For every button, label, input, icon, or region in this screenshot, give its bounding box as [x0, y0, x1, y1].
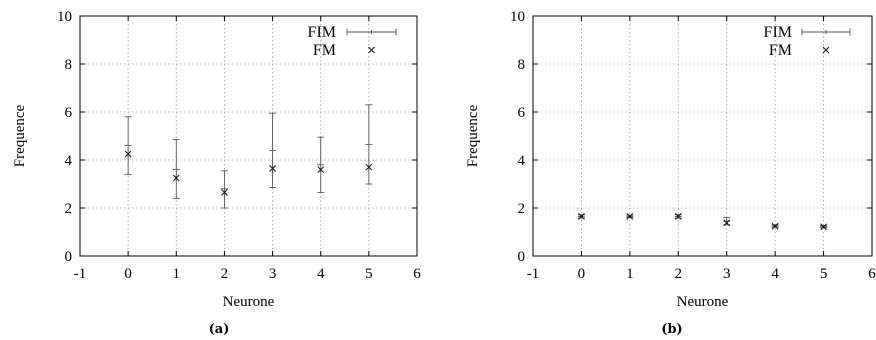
fm-marker-stroke [674, 213, 682, 220]
fm-point [172, 174, 180, 182]
x-tick-label: -1 [527, 266, 540, 282]
x-axis-label: Neurone [677, 294, 729, 310]
y-tick-label: 4 [518, 153, 526, 169]
fm-point [771, 222, 779, 230]
legend-label-fim: FIM [764, 24, 792, 41]
x-tick-label: 0 [124, 266, 132, 282]
y-tick-label: 0 [518, 249, 526, 265]
fm-marker-stroke [822, 46, 830, 54]
plot-frame [532, 15, 873, 257]
fm-marker-stroke [368, 46, 375, 54]
x-tick-label: 3 [723, 266, 731, 282]
fm-point [317, 166, 325, 173]
y-tick-label: 8 [65, 57, 73, 73]
x-tick-label: 5 [365, 266, 373, 282]
fm-point [626, 213, 634, 220]
x-axis-label: Neurone [223, 294, 275, 310]
y-tick-label: 10 [510, 9, 525, 25]
fm-marker-stroke [365, 163, 373, 171]
y-tick-label: 6 [518, 105, 526, 121]
y-tick-label: 2 [65, 201, 73, 217]
fm-marker-stroke [820, 223, 827, 231]
x-tick-label: 3 [269, 266, 277, 282]
x-tick-label: 4 [771, 266, 779, 282]
x-tick-label: 4 [317, 266, 325, 282]
legend-swatch-fm [368, 46, 375, 54]
legend-swatch-fm [822, 46, 830, 54]
fm-marker-stroke [317, 166, 325, 173]
y-axis-label: Frequence [12, 104, 28, 167]
x-tick-label: 6 [868, 266, 876, 282]
x-tick-label: 6 [413, 266, 421, 282]
fm-point [723, 219, 731, 227]
plot-frame [79, 15, 418, 257]
x-tick-label: 2 [675, 266, 683, 282]
fm-point [578, 213, 585, 220]
x-tick-label: 2 [221, 266, 229, 282]
x-tick-label: 0 [578, 266, 586, 282]
y-tick-label: 6 [65, 105, 73, 121]
panel-caption: (b) [661, 322, 682, 337]
fm-marker-stroke [269, 165, 276, 172]
y-tick-label: 10 [57, 9, 72, 25]
fm-marker-stroke [578, 213, 585, 220]
legend-label-fim: FIM [308, 24, 336, 41]
fm-marker-stroke [771, 222, 779, 230]
fm-marker-stroke [172, 174, 180, 182]
y-tick-label: 0 [65, 249, 73, 265]
fm-point [674, 213, 682, 220]
legend-label-fm: FM [769, 42, 792, 59]
x-tick-label: 5 [820, 266, 828, 282]
fm-point [221, 189, 228, 196]
legend-label-fm: FM [313, 42, 336, 59]
x-tick-label: 1 [626, 266, 634, 282]
fm-point [269, 165, 276, 172]
x-tick-label: -1 [74, 266, 87, 282]
y-tick-label: 8 [518, 57, 526, 73]
fm-marker-stroke [221, 189, 228, 196]
y-axis-label: Frequence [465, 104, 481, 167]
fm-marker-stroke [626, 213, 634, 220]
fm-point [820, 223, 827, 231]
fm-point [365, 163, 373, 171]
fm-marker-stroke [124, 150, 132, 158]
x-tick-label: 1 [173, 266, 181, 282]
fm-marker-stroke [723, 219, 731, 227]
y-tick-label: 2 [518, 201, 526, 217]
y-tick-label: 4 [65, 153, 73, 169]
fm-point [124, 150, 132, 158]
panel-caption: (a) [209, 322, 230, 337]
